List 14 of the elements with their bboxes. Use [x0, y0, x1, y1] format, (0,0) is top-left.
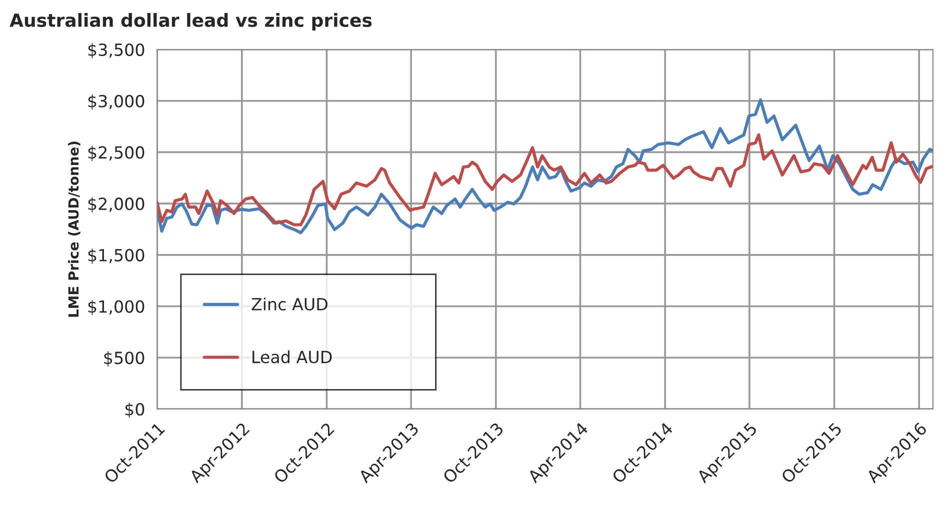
legend-label: Lead AUD: [252, 350, 332, 364]
y-tick-label: $500: [104, 351, 144, 366]
y-tick-label: $1,500: [88, 248, 144, 264]
y-tick-label: $2,000: [88, 197, 144, 212]
y-tick-label: $0: [125, 402, 144, 418]
y-axis-title: LME Price (AUD/tonne): [68, 142, 80, 317]
line-series: [157, 133, 933, 226]
legend-label: Zinc AUD: [252, 298, 328, 311]
y-tick-label: $3,000: [88, 94, 144, 110]
y-tick-label: $3,500: [88, 43, 144, 58]
line-series: [157, 98, 933, 234]
y-tick-label: $1,000: [88, 300, 144, 316]
chart-title: Australian dollar lead vs zinc prices: [10, 13, 372, 30]
y-tick-label: $2,500: [88, 146, 144, 161]
